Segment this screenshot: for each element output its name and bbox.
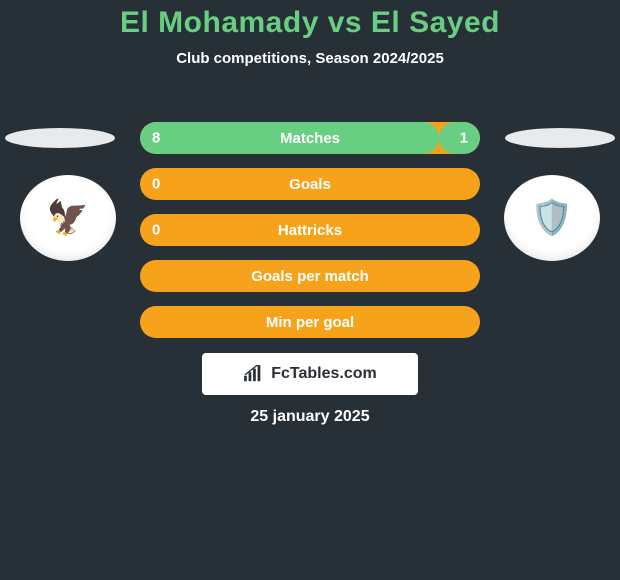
date-text: 25 january 2025 <box>0 408 620 426</box>
stat-row-hattricks: 0 Hattricks <box>140 214 480 246</box>
club-logo-right: 🛡️ <box>504 175 600 261</box>
branding-text: FcTables.com <box>271 365 377 383</box>
page-subtitle: Club competitions, Season 2024/2025 <box>0 50 620 67</box>
stat-row-goals: 0 Goals <box>140 168 480 200</box>
stat-value-right: 1 <box>460 130 468 147</box>
stat-value-left: 8 <box>152 130 160 147</box>
stat-row-goals-per-match: Goals per match <box>140 260 480 292</box>
club-left-icon: 🦅 <box>47 198 89 238</box>
page-title: El Mohamady vs El Sayed <box>0 0 620 40</box>
player-right-shadow <box>505 128 615 148</box>
stat-value-left: 0 <box>152 176 160 193</box>
stat-row-matches: 8 Matches 1 <box>140 122 480 154</box>
club-logo-left: 🦅 <box>20 175 116 261</box>
stat-label: Hattricks <box>278 222 342 239</box>
stat-label: Matches <box>280 130 340 147</box>
stat-row-min-per-goal: Min per goal <box>140 306 480 338</box>
stat-value-left: 0 <box>152 222 160 239</box>
branding-badge: FcTables.com <box>202 353 418 395</box>
stat-label: Goals <box>289 176 331 193</box>
stat-label: Goals per match <box>251 268 369 285</box>
stat-label: Min per goal <box>266 314 354 331</box>
bar-chart-icon <box>243 365 265 383</box>
stats-container: 8 Matches 1 0 Goals 0 Hattricks Goals pe… <box>140 122 480 338</box>
club-right-icon: 🛡️ <box>531 198 573 238</box>
player-left-shadow <box>5 128 115 148</box>
comparison-infographic: El Mohamady vs El Sayed Club competition… <box>0 0 620 580</box>
